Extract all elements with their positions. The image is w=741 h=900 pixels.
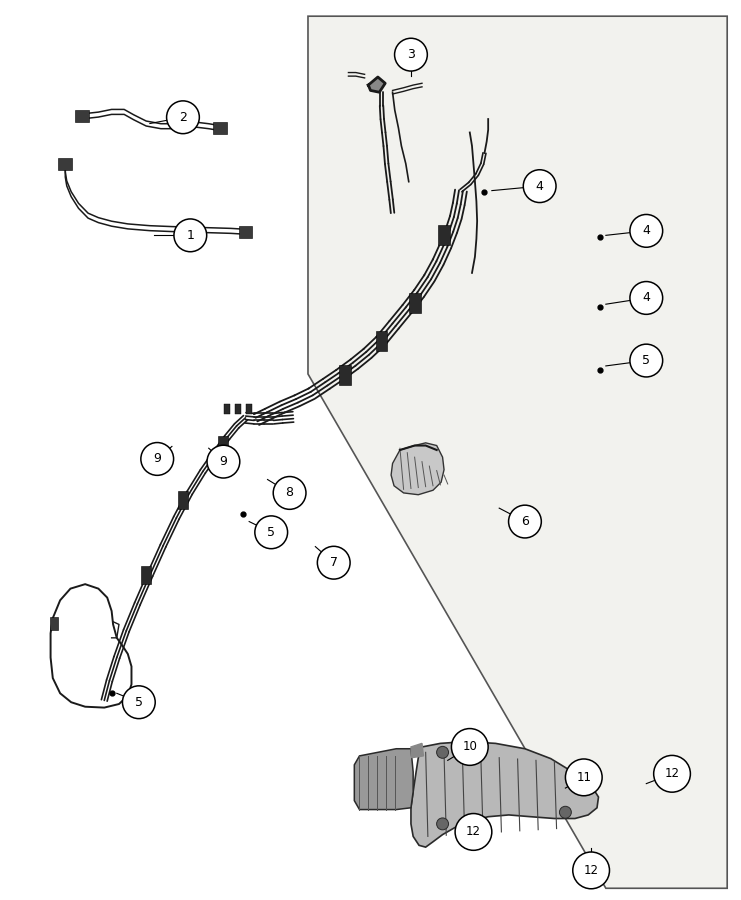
Polygon shape — [368, 77, 385, 92]
Polygon shape — [411, 742, 599, 847]
Circle shape — [207, 446, 240, 478]
Text: 9: 9 — [153, 453, 161, 465]
Circle shape — [394, 39, 428, 71]
Circle shape — [565, 759, 602, 796]
Circle shape — [630, 282, 662, 314]
Bar — [219, 436, 228, 454]
Bar — [178, 491, 188, 509]
Bar — [438, 225, 450, 246]
Text: 9: 9 — [219, 455, 227, 468]
Bar — [239, 226, 253, 238]
Bar — [224, 404, 230, 414]
Text: 4: 4 — [642, 292, 651, 304]
Polygon shape — [308, 16, 727, 888]
Text: 12: 12 — [466, 825, 481, 839]
Text: 10: 10 — [462, 741, 477, 753]
Bar — [339, 364, 350, 385]
Polygon shape — [391, 443, 444, 495]
Polygon shape — [411, 743, 423, 758]
Circle shape — [508, 505, 542, 538]
Bar — [246, 404, 252, 414]
Text: 11: 11 — [576, 771, 591, 784]
Text: 12: 12 — [584, 864, 599, 877]
Circle shape — [255, 516, 288, 549]
Text: 4: 4 — [642, 224, 651, 238]
Bar — [376, 331, 388, 351]
Bar — [213, 122, 227, 134]
Circle shape — [630, 344, 662, 377]
Circle shape — [654, 755, 691, 792]
Circle shape — [436, 746, 448, 759]
Text: 7: 7 — [330, 556, 338, 569]
Text: 3: 3 — [407, 49, 415, 61]
Circle shape — [174, 219, 207, 252]
Text: 2: 2 — [179, 111, 187, 124]
Circle shape — [573, 852, 610, 889]
Bar — [235, 404, 241, 414]
Polygon shape — [354, 749, 413, 810]
Circle shape — [273, 476, 306, 509]
Circle shape — [141, 443, 173, 475]
Text: 8: 8 — [285, 486, 293, 500]
Text: 5: 5 — [642, 354, 651, 367]
Circle shape — [559, 806, 571, 818]
Text: 5: 5 — [268, 526, 275, 539]
Circle shape — [455, 814, 492, 850]
Bar — [142, 566, 151, 584]
Bar — [409, 293, 421, 313]
Bar — [59, 158, 72, 170]
Text: 12: 12 — [665, 768, 679, 780]
Circle shape — [122, 686, 155, 718]
Circle shape — [436, 818, 448, 830]
Text: 5: 5 — [135, 696, 143, 708]
Circle shape — [451, 729, 488, 765]
Bar — [76, 111, 89, 122]
Circle shape — [630, 214, 662, 248]
Bar — [50, 616, 59, 631]
Circle shape — [523, 170, 556, 202]
Circle shape — [317, 546, 350, 579]
Polygon shape — [50, 584, 131, 707]
Circle shape — [167, 101, 199, 134]
Text: 6: 6 — [521, 515, 529, 528]
Text: 1: 1 — [187, 229, 194, 242]
Text: 4: 4 — [536, 180, 544, 193]
